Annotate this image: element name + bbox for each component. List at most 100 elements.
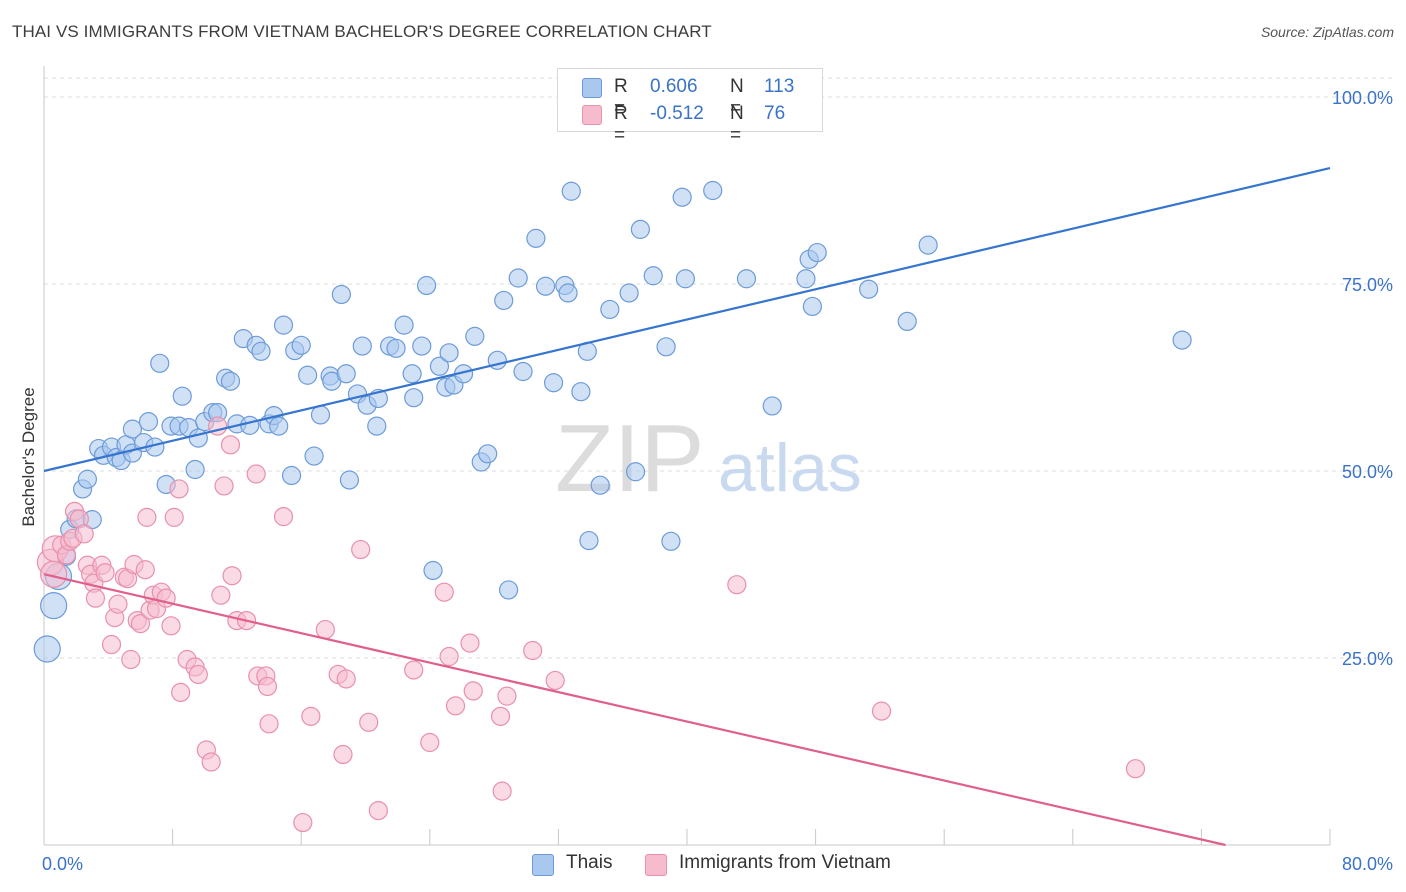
thai-point (661, 531, 681, 551)
thai-point (802, 296, 822, 317)
thai-point (185, 459, 205, 480)
vietnam-point (273, 507, 294, 527)
thai-point (494, 290, 514, 311)
thai-point (535, 276, 556, 296)
vietnam-point (108, 594, 128, 614)
vietnam-point (460, 633, 480, 653)
thai-point (918, 235, 938, 255)
vietnam-point (121, 649, 141, 670)
legend-label: Immigrants from Vietnam (679, 852, 891, 873)
vietnam-point (523, 640, 543, 661)
vietnam-point (161, 616, 181, 636)
thai-point (703, 180, 723, 201)
vietnam-point (434, 582, 454, 602)
thai-point (859, 279, 879, 299)
thai-point (304, 446, 324, 466)
r-value: -0.512 (650, 103, 704, 124)
vietnam-point (101, 634, 122, 655)
watermark: ZIP atlas (555, 405, 862, 512)
thai-point (273, 315, 294, 335)
thai-point (897, 311, 917, 331)
thai-point (310, 405, 331, 425)
thai-point (402, 364, 422, 384)
thai-point (513, 361, 533, 382)
thai-point (240, 415, 260, 435)
thai-point (367, 416, 387, 436)
vietnam-point (222, 566, 242, 586)
thai-point (590, 475, 610, 495)
vietnam-point (404, 660, 424, 680)
vietnam-point (74, 524, 94, 544)
r-value: 0.606 (650, 76, 698, 97)
thai-point (423, 560, 443, 581)
n-label: N = (730, 103, 744, 146)
vietnam-point (336, 669, 356, 689)
thai-point (643, 266, 663, 286)
thai-point (352, 336, 372, 356)
vietnam-swatch (582, 105, 602, 125)
thai-point (336, 364, 356, 384)
y-tick-label: 100.0% (1332, 88, 1393, 108)
legend-label: Thais (566, 852, 613, 873)
thai-point (630, 219, 650, 239)
thai-point (672, 187, 692, 207)
tick-labels: 25.0% 50.0% 75.0% 100.0% 0.0% 80.0% (42, 88, 1393, 874)
thai-point (807, 242, 827, 263)
x-tick-label: 80.0% (1342, 854, 1393, 874)
vietnam-point (492, 781, 512, 801)
thai-point (558, 283, 578, 303)
thai-point (386, 338, 406, 358)
thai-point (281, 465, 302, 486)
thai-point (579, 530, 599, 551)
thai-point (736, 269, 757, 289)
thai-point (40, 592, 68, 620)
thai-point (394, 315, 414, 335)
watermark-zip: ZIP (555, 405, 704, 512)
vietnam-point (135, 560, 155, 580)
vietnam-point (188, 664, 208, 685)
thai-point (269, 416, 289, 436)
thai-point (1172, 330, 1192, 350)
thai-point (543, 373, 564, 393)
thai-point (150, 353, 170, 373)
vietnam-point (259, 714, 279, 734)
data-points (33, 180, 1192, 833)
thai-point (796, 269, 816, 289)
thai-point (498, 580, 519, 600)
vietnam-point (490, 706, 511, 726)
thai-point (619, 283, 639, 303)
thai-point (331, 284, 351, 305)
n-value: 76 (764, 103, 786, 124)
vietnam-point (164, 507, 184, 527)
correlation-legend: R = 0.606 N = 113 R = -0.512 N = 76 (557, 68, 823, 146)
y-tick-label: 50.0% (1342, 462, 1393, 482)
vietnam-point (1125, 759, 1146, 779)
thai-point (526, 228, 546, 248)
vietnam-point (257, 676, 278, 697)
vietnam-point (214, 476, 234, 496)
vietnam-point (497, 686, 517, 706)
thai-point (600, 299, 620, 320)
thai-point (404, 388, 424, 408)
y-tick-label: 75.0% (1342, 275, 1393, 295)
thai-point (625, 462, 646, 482)
thai-point (291, 335, 311, 355)
thai-point (416, 275, 437, 296)
vietnam-point (368, 800, 388, 821)
thais-swatch (582, 78, 602, 98)
vietnam-point (871, 701, 892, 721)
vietnam-point (201, 752, 221, 772)
vietnam-swatch (645, 854, 667, 876)
vietnam-point (439, 646, 459, 667)
vietnam-point (293, 812, 313, 833)
thai-point (220, 371, 241, 391)
gridlines (44, 77, 1392, 659)
thai-point (571, 382, 591, 402)
watermark-atlas: atlas (718, 430, 862, 506)
vietnam-trend-line (43, 573, 1226, 847)
thai-point (188, 428, 208, 448)
vietnam-point (211, 585, 231, 605)
vietnam-point (130, 613, 151, 634)
chart-title: THAI VS IMMIGRANTS FROM VIETNAM BACHELOR… (12, 22, 712, 41)
thai-point (172, 386, 192, 406)
